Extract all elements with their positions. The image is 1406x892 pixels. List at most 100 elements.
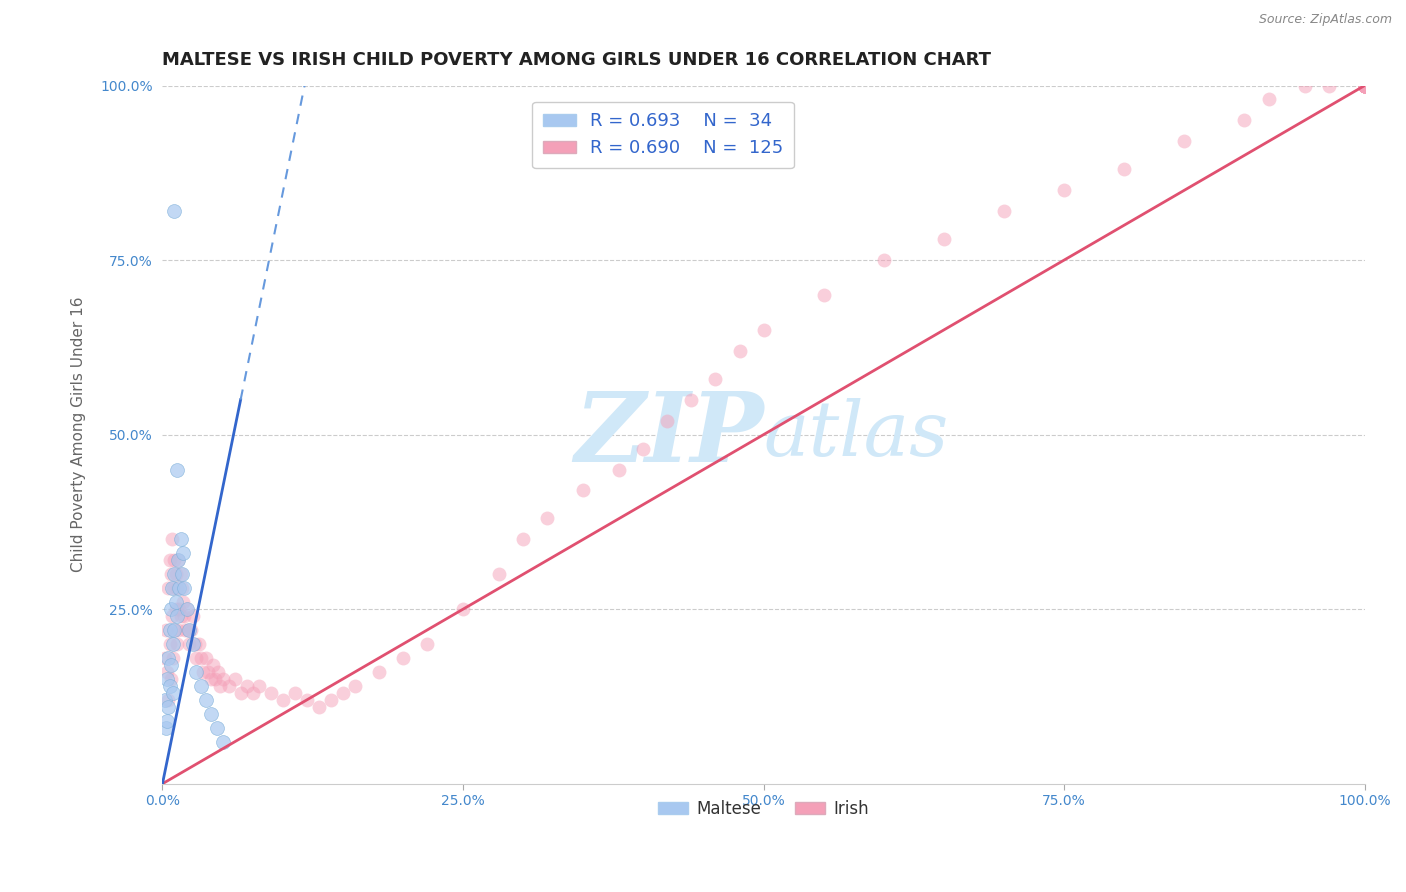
Point: [201, 658, 224, 673]
Point: [1354, 78, 1376, 93]
Point: [932, 232, 955, 246]
Point: [169, 567, 191, 582]
Point: [1354, 78, 1376, 93]
Point: [1354, 78, 1376, 93]
Point: [174, 623, 197, 637]
Point: [173, 581, 195, 595]
Point: [218, 679, 240, 693]
Point: [536, 511, 558, 525]
Point: [1354, 78, 1376, 93]
Point: [167, 553, 190, 567]
Point: [1354, 78, 1376, 93]
Point: [156, 714, 179, 728]
Point: [181, 609, 204, 624]
Point: [1354, 78, 1376, 93]
Point: [1354, 78, 1376, 93]
Point: [193, 665, 215, 679]
Point: [704, 372, 727, 386]
Point: [190, 679, 212, 693]
Y-axis label: Child Poverty Among Girls Under 16: Child Poverty Among Girls Under 16: [72, 297, 86, 573]
Point: [242, 686, 264, 700]
Point: [177, 623, 200, 637]
Point: [1354, 78, 1376, 93]
Point: [162, 637, 184, 651]
Point: [1354, 78, 1376, 93]
Point: [157, 651, 180, 665]
Point: [1354, 78, 1376, 93]
Point: [1354, 78, 1376, 93]
Point: [247, 679, 270, 693]
Point: [160, 581, 183, 595]
Point: [1354, 78, 1376, 93]
Point: [451, 602, 474, 616]
Point: [1354, 78, 1376, 93]
Point: [157, 581, 180, 595]
Point: [1354, 78, 1376, 93]
Point: [156, 672, 179, 686]
Point: [1354, 78, 1376, 93]
Point: [194, 693, 217, 707]
Point: [160, 567, 183, 582]
Point: [1354, 78, 1376, 93]
Point: [367, 665, 389, 679]
Point: [657, 414, 679, 428]
Point: [156, 665, 179, 679]
Point: [229, 686, 252, 700]
Point: [633, 442, 655, 456]
Point: [160, 609, 183, 624]
Point: [284, 686, 307, 700]
Text: ZIP: ZIP: [574, 388, 763, 482]
Point: [1233, 113, 1256, 128]
Point: [1354, 78, 1376, 93]
Point: [157, 700, 180, 714]
Point: [211, 735, 233, 749]
Point: [1053, 183, 1076, 197]
Point: [1354, 78, 1376, 93]
Point: [177, 623, 200, 637]
Point: [1317, 78, 1340, 93]
Point: [1114, 162, 1136, 177]
Point: [181, 637, 204, 651]
Point: [392, 651, 415, 665]
Point: [172, 546, 194, 560]
Point: [416, 637, 439, 651]
Point: [180, 623, 202, 637]
Point: [211, 672, 233, 686]
Point: [159, 679, 181, 693]
Point: [813, 288, 835, 302]
Point: [163, 553, 186, 567]
Point: [681, 392, 703, 407]
Point: [166, 609, 188, 624]
Point: [728, 343, 751, 358]
Point: [184, 637, 207, 651]
Point: [169, 602, 191, 616]
Point: [197, 665, 219, 679]
Point: [159, 553, 181, 567]
Point: [572, 483, 595, 498]
Point: [169, 533, 191, 547]
Point: [162, 581, 184, 595]
Point: [295, 693, 318, 707]
Point: [169, 609, 191, 624]
Point: [1354, 78, 1376, 93]
Point: [1354, 78, 1376, 93]
Point: [1354, 78, 1376, 93]
Point: [186, 665, 208, 679]
Point: [993, 204, 1015, 219]
Point: [166, 637, 188, 651]
Point: [162, 651, 184, 665]
Point: [160, 533, 183, 547]
Point: [176, 602, 198, 616]
Point: [209, 679, 232, 693]
Point: [163, 567, 186, 582]
Point: [1257, 93, 1279, 107]
Point: [167, 623, 190, 637]
Point: [190, 651, 212, 665]
Point: [163, 204, 186, 219]
Point: [165, 595, 187, 609]
Point: [512, 533, 534, 547]
Point: [332, 686, 354, 700]
Point: [271, 693, 294, 707]
Point: [163, 623, 186, 637]
Point: [167, 553, 190, 567]
